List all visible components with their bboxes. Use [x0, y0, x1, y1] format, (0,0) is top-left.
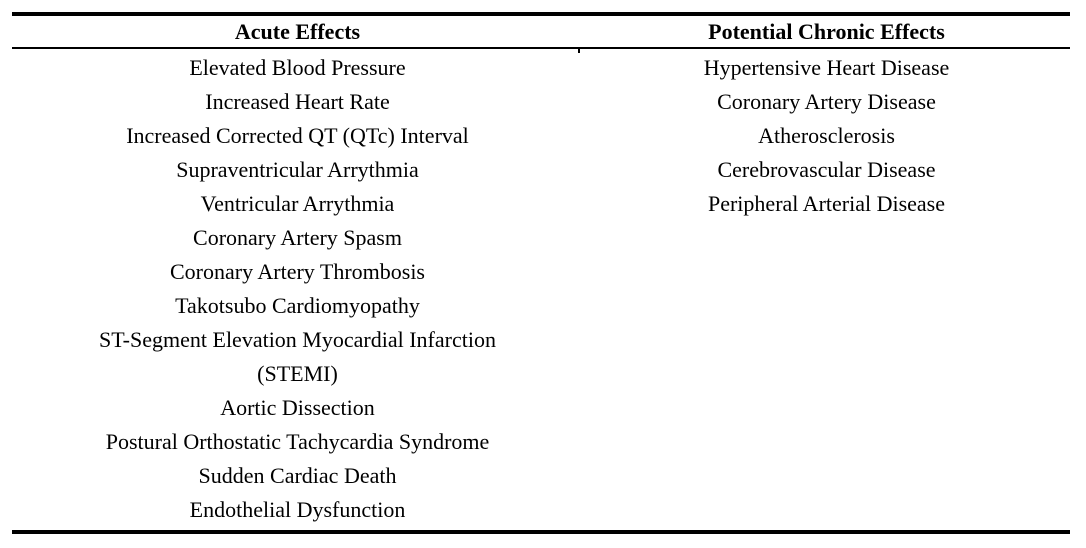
table-cell: ST-Segment Elevation Myocardial Infarcti… [99, 327, 496, 386]
table-header-row: Acute Effects Potential Chronic Effects [12, 16, 1070, 53]
table-top-rule [12, 12, 1070, 16]
chronic-effects-column: Hypertensive Heart Disease Coronary Arter… [583, 51, 1070, 221]
table-cell: Takotsubo Cardiomyopathy [175, 293, 420, 318]
column-divider-tick [578, 47, 580, 53]
table-cell: Atherosclerosis [758, 123, 895, 148]
table-cell: Supraventricular Arrythmia [176, 157, 419, 182]
table-cell: Increased Heart Rate [205, 89, 390, 114]
header-potential-chronic-effects: Potential Chronic Effects [708, 19, 945, 44]
table-cell: Coronary Artery Thrombosis [169, 259, 425, 284]
table-cell: Increased Corrected QT (QTc) Interval [126, 123, 469, 148]
effects-table: Acute Effects Potential Chronic Effects … [12, 12, 1070, 534]
acute-effects-column: Elevated Blood Pressure Increased Heart R… [12, 51, 583, 527]
table-cell: Ventricular Arrythmia [200, 191, 395, 216]
table-cell: Aortic Dissection [220, 395, 375, 420]
table-cell: Coronary Artery Spasm [193, 225, 402, 250]
table-cell: Sudden Cardiac Death [198, 463, 397, 488]
table-cell: Cerebrovascular Disease [717, 157, 936, 182]
table-cell: Hypertensive Heart Disease [703, 55, 950, 80]
table-cell: Endothelial Dysfunction [189, 497, 406, 522]
header-acute-effects: Acute Effects [234, 19, 361, 44]
table-cell: Postural Orthostatic Tachycardia Syndrom… [105, 429, 490, 454]
table-cell: Coronary Artery Disease [717, 89, 936, 114]
table-bottom-rule [12, 530, 1070, 534]
table-cell: Elevated Blood Pressure [189, 55, 406, 80]
table-cell: Peripheral Arterial Disease [707, 191, 945, 216]
table-body: Elevated Blood Pressure Increased Heart R… [12, 49, 1070, 530]
